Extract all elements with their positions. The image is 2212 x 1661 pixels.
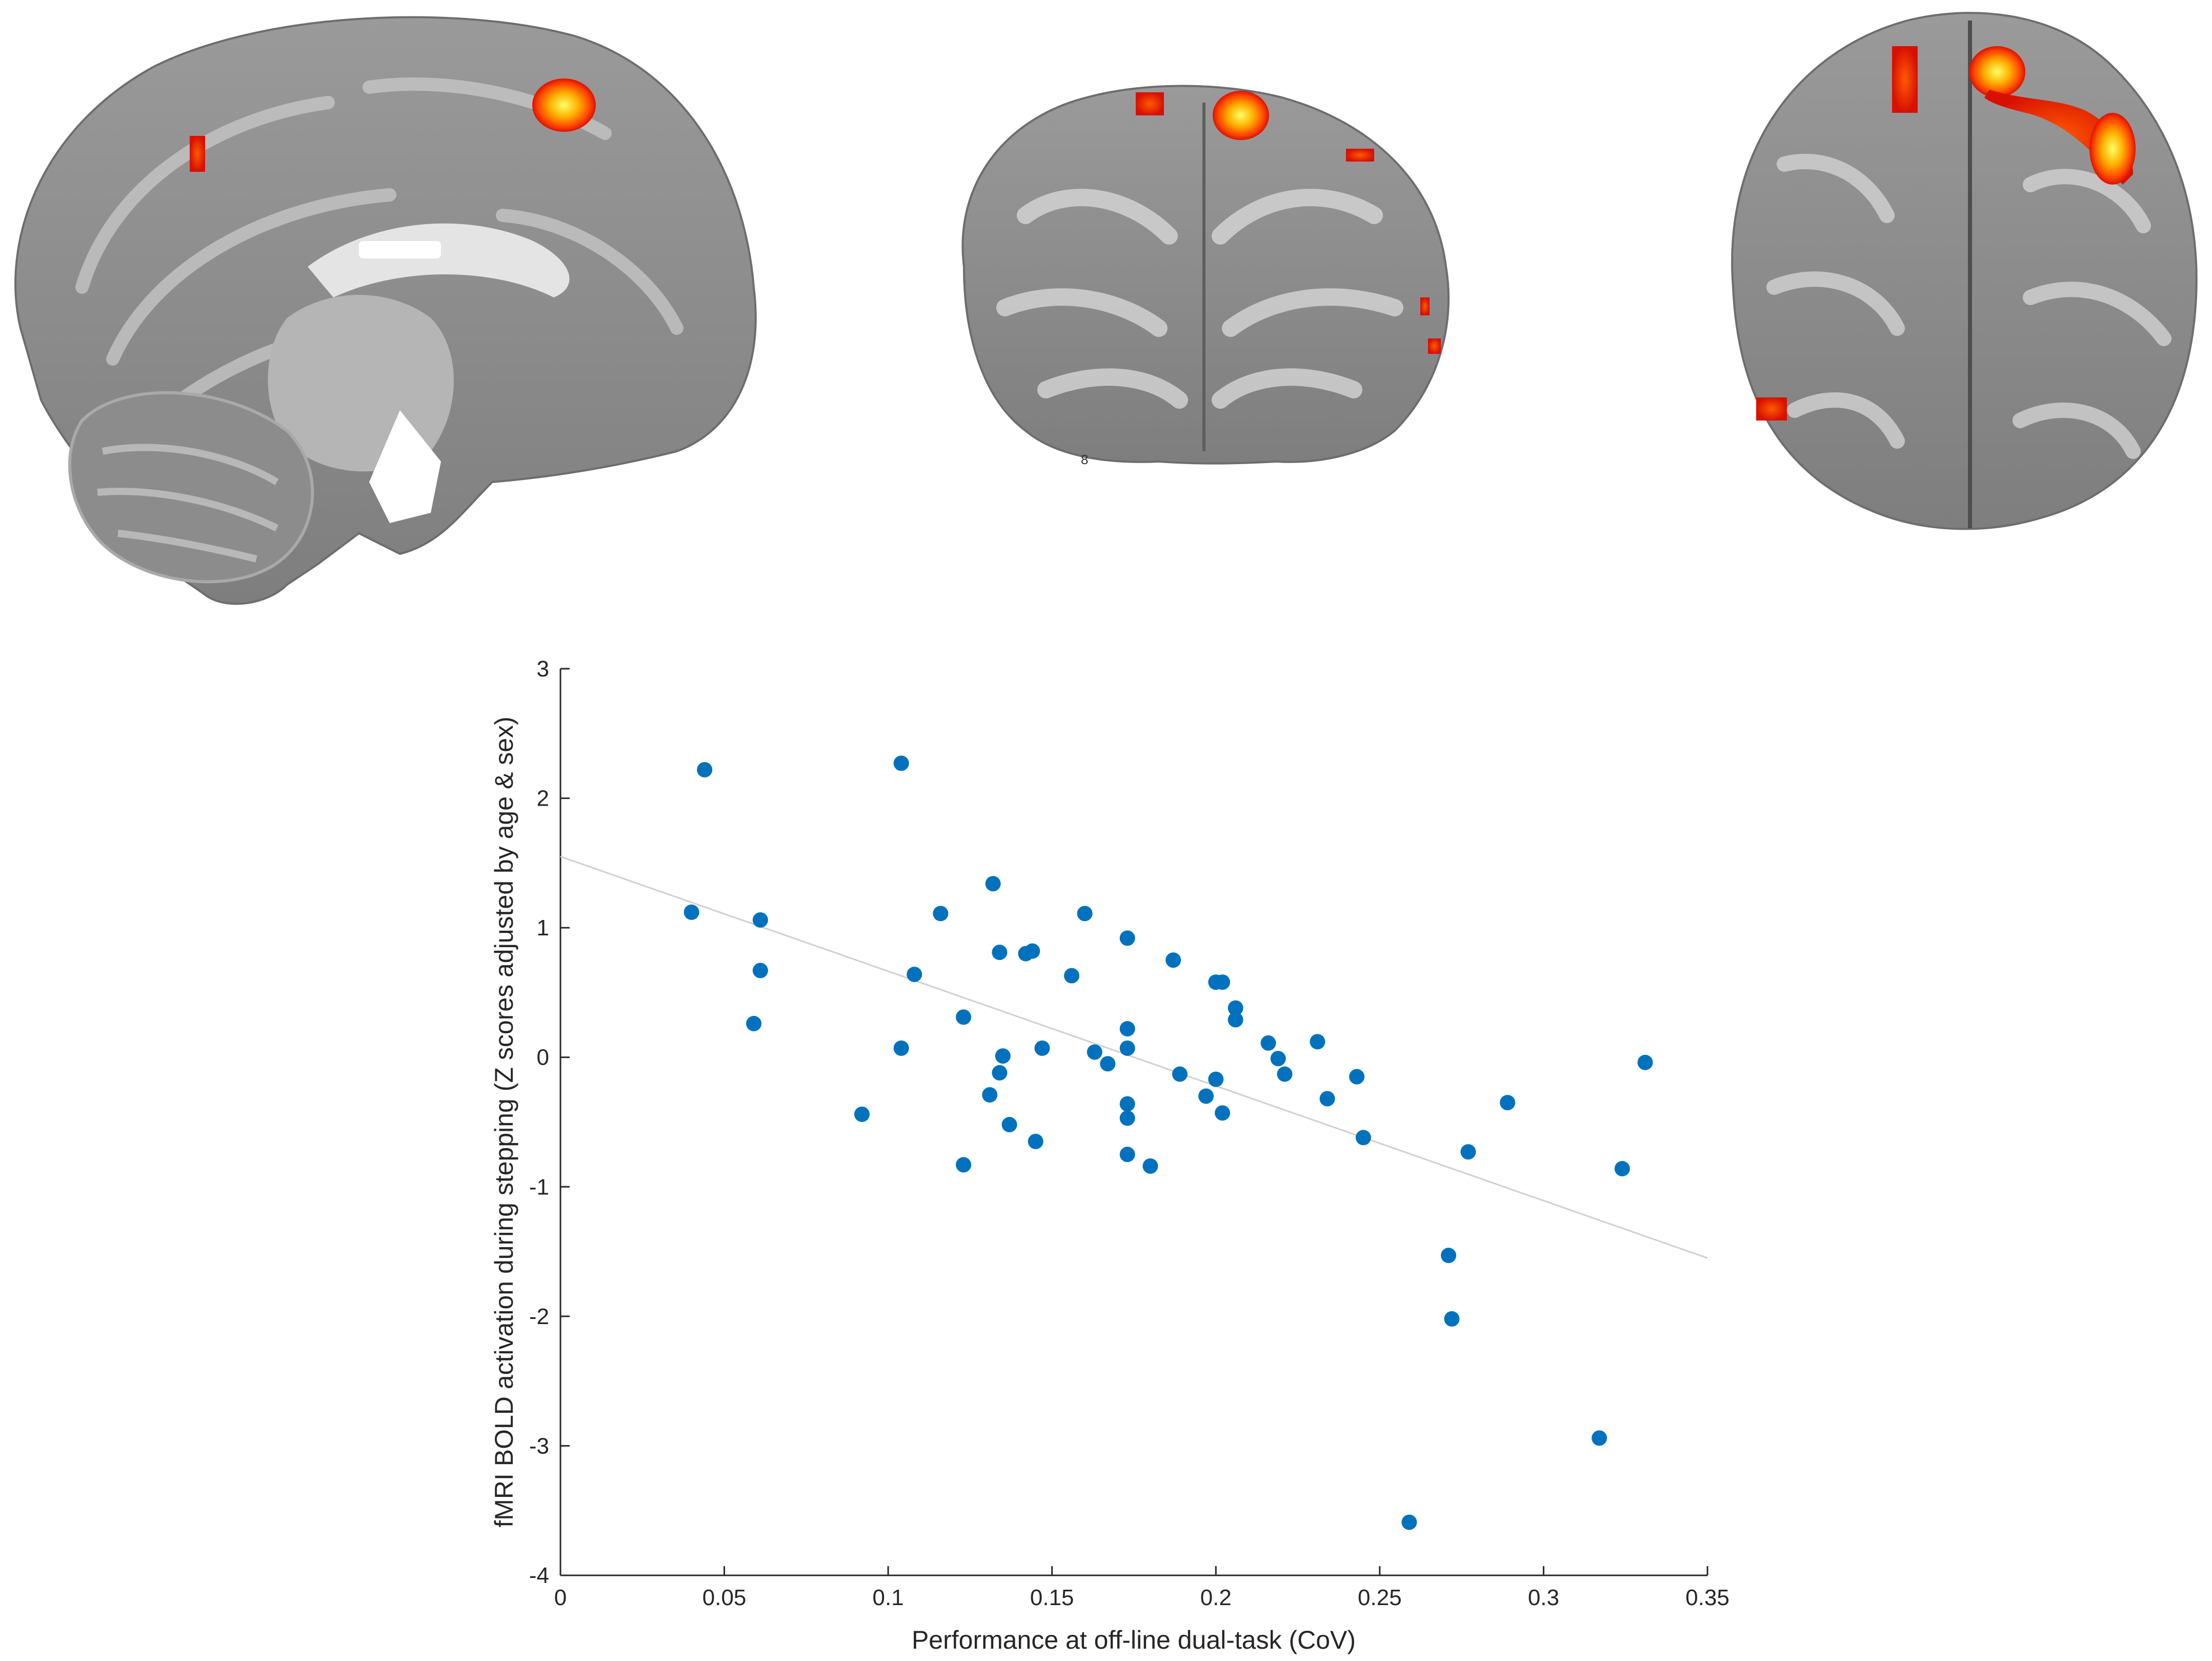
scatter-point: [1119, 1021, 1135, 1037]
scatter-point: [752, 912, 768, 928]
y-tick-label: 3: [537, 656, 549, 682]
scatter-point: [1441, 1248, 1457, 1264]
scatter-point: [1001, 1117, 1017, 1133]
scatter-point: [933, 906, 949, 922]
y-tick-label: 0: [537, 1045, 549, 1070]
scatter-point: [893, 1040, 909, 1056]
y-axis-label: fMRI BOLD activation during stepping (Z …: [490, 716, 518, 1527]
x-tick-label: 0.05: [702, 1585, 747, 1610]
scatter-point: [1172, 1066, 1188, 1082]
y-tick-label: 2: [537, 786, 549, 811]
x-tick-label: 0.2: [1200, 1585, 1232, 1610]
scatter-point: [1142, 1158, 1158, 1174]
scatter-point: [992, 1065, 1008, 1081]
y-tick-label: -2: [529, 1304, 549, 1329]
x-axis-label: Performance at off-line dual-task (CoV): [912, 1626, 1356, 1654]
x-ticks: 0 0.05 0.1 0.15 0.2 0.25 0.3 0.35: [554, 1566, 1730, 1610]
scatter-point: [1500, 1095, 1516, 1111]
scatter-point: [985, 876, 1001, 892]
scatter-point: [1119, 930, 1135, 946]
x-tick-label: 0: [554, 1585, 567, 1610]
axial-brain-slice: [1731, 12, 2198, 530]
y-tick-label: -3: [529, 1433, 549, 1458]
x-tick-label: 0.25: [1358, 1585, 1402, 1610]
x-tick-label: 0.3: [1528, 1585, 1559, 1610]
scatter-point: [1024, 943, 1040, 959]
scatter-point: [1215, 1105, 1231, 1121]
scatter-point: [1198, 1088, 1214, 1104]
scatter-point: [992, 945, 1008, 960]
x-tick-label: 0.1: [873, 1585, 904, 1610]
scatter-point: [1355, 1130, 1371, 1146]
coronal-slice-tag: 8: [1081, 452, 1088, 467]
scatter-point: [1637, 1054, 1653, 1070]
scatter-point: [1349, 1069, 1365, 1085]
scatter-point: [1228, 1012, 1243, 1028]
scatter-point: [746, 1016, 762, 1032]
scatter-point: [1119, 1110, 1135, 1126]
scatter-point: [1310, 1034, 1325, 1050]
scatter-point: [1119, 1096, 1135, 1112]
scatter-point: [893, 755, 909, 771]
y-ticks: -4 -3 -2 -1 0 1 2 3: [529, 656, 570, 1588]
scatter-point: [995, 1048, 1011, 1064]
scatter-point: [1119, 1147, 1135, 1163]
scatter-point: [1064, 968, 1080, 984]
scatter-point: [1277, 1066, 1293, 1082]
scatter-point: [982, 1087, 998, 1103]
coronal-brain-slice: 8: [961, 85, 1450, 467]
scatter-point: [956, 1009, 972, 1025]
scatter-point: [1460, 1144, 1476, 1160]
scatter-point: [1028, 1133, 1043, 1149]
scatter-point: [854, 1106, 870, 1122]
scatter-point: [1228, 1000, 1243, 1016]
scatter-point: [1165, 952, 1181, 968]
scatter-point: [752, 963, 768, 978]
data-points: [683, 755, 1653, 1530]
scatter-point: [1260, 1035, 1276, 1051]
scatter-point: [1077, 906, 1093, 922]
regression-line: [560, 855, 1708, 1259]
x-tick-label: 0.15: [1030, 1585, 1074, 1610]
scatter-point: [1592, 1430, 1607, 1446]
scatter-point: [1401, 1514, 1417, 1530]
scatter-point: [683, 904, 699, 920]
scatter-point: [1208, 1071, 1224, 1087]
scatter-point: [697, 762, 713, 778]
scatter-point: [1270, 1051, 1286, 1067]
scatter-point: [1444, 1311, 1460, 1327]
scatter-point: [1319, 1091, 1335, 1107]
scatter-point: [907, 967, 922, 983]
scatter-point: [956, 1157, 972, 1173]
y-tick-label: -1: [529, 1174, 549, 1199]
scatter-point: [1614, 1160, 1630, 1176]
scatter-point: [1087, 1044, 1102, 1060]
scatter-point: [1119, 1040, 1135, 1056]
scatter-point: [1100, 1056, 1116, 1072]
y-tick-label: -4: [529, 1563, 549, 1588]
y-tick-label: 1: [537, 915, 549, 940]
scatter-point: [1215, 974, 1231, 990]
x-tick-label: 0.35: [1685, 1585, 1730, 1610]
scatter-point: [1034, 1040, 1050, 1056]
sagittal-brain-slice: [14, 16, 757, 605]
